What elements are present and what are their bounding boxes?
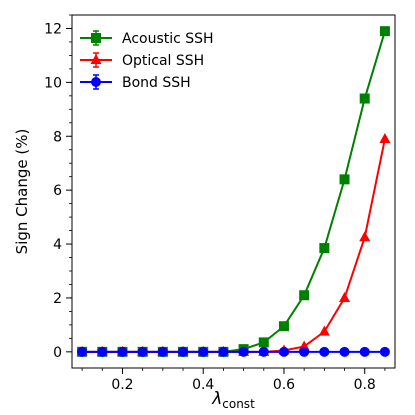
series-bond-ssh bbox=[77, 346, 390, 357]
data-point-bond-ssh bbox=[339, 346, 350, 357]
legend: Acoustic SSH Optical SSH Bond SSH bbox=[80, 30, 214, 91]
data-point-bond-ssh bbox=[218, 346, 229, 357]
x-axis-label-subscript: const bbox=[222, 397, 255, 411]
data-point-acoustic-ssh bbox=[278, 321, 289, 332]
data-point-acoustic-ssh bbox=[379, 26, 390, 37]
y-tick-label: 12 bbox=[44, 21, 62, 37]
data-point-bond-ssh bbox=[278, 346, 289, 357]
y-axis-label: Sign Change (%) bbox=[13, 129, 31, 255]
data-point-bond-ssh bbox=[117, 346, 128, 357]
y-tick-label: 4 bbox=[53, 237, 62, 253]
legend-entry-bond-ssh: Bond SSH bbox=[80, 74, 191, 91]
data-point-optical-ssh bbox=[318, 325, 330, 336]
legend-marker-triangle bbox=[90, 54, 102, 64]
data-point-optical-ssh bbox=[359, 231, 371, 242]
x-tick-label: 0.6 bbox=[273, 377, 295, 393]
legend-marker-circle bbox=[91, 77, 101, 87]
data-point-bond-ssh bbox=[379, 346, 390, 357]
data-point-acoustic-ssh bbox=[339, 174, 350, 185]
data-point-acoustic-ssh bbox=[299, 290, 310, 301]
data-point-acoustic-ssh bbox=[319, 243, 330, 254]
data-point-bond-ssh bbox=[238, 346, 249, 357]
legend-entry-acoustic-ssh: Acoustic SSH bbox=[80, 30, 214, 47]
x-axis-label: λconst bbox=[211, 389, 255, 411]
axis-ticks: 0.2 0.4 0.6 0.8 0 2 4 6 8 10 12 bbox=[44, 14, 386, 393]
data-point-bond-ssh bbox=[137, 346, 148, 357]
data-point-optical-ssh bbox=[379, 132, 391, 143]
data-point-bond-ssh bbox=[299, 346, 310, 357]
data-point-acoustic-ssh bbox=[359, 93, 370, 104]
data-point-bond-ssh bbox=[157, 346, 168, 357]
data-point-bond-ssh bbox=[178, 346, 189, 357]
data-point-bond-ssh bbox=[319, 346, 330, 357]
x-tick-label: 0.8 bbox=[354, 377, 376, 393]
data-point-acoustic-ssh bbox=[258, 337, 269, 348]
y-tick-label: 10 bbox=[44, 75, 62, 91]
data-point-bond-ssh bbox=[97, 346, 108, 357]
legend-label: Optical SSH bbox=[122, 53, 204, 69]
legend-entry-optical-ssh: Optical SSH bbox=[80, 52, 204, 69]
series-optical-ssh bbox=[76, 132, 391, 356]
data-point-optical-ssh bbox=[339, 291, 351, 302]
y-tick-label: 8 bbox=[53, 129, 62, 145]
x-tick-label: 0.4 bbox=[192, 377, 214, 393]
data-point-bond-ssh bbox=[198, 346, 209, 357]
plot-content bbox=[76, 26, 391, 357]
series-line-optical-ssh bbox=[82, 138, 386, 353]
x-tick-label: 0.2 bbox=[111, 377, 133, 393]
y-tick-label: 0 bbox=[53, 345, 62, 361]
legend-marker-square bbox=[91, 33, 101, 43]
data-point-bond-ssh bbox=[77, 346, 88, 357]
legend-label: Bond SSH bbox=[122, 75, 191, 91]
data-point-bond-ssh bbox=[359, 346, 370, 357]
y-tick-label: 6 bbox=[53, 183, 62, 199]
x-axis-label-symbol: λ bbox=[211, 389, 222, 409]
y-tick-label: 2 bbox=[53, 291, 62, 307]
plot-frame bbox=[71, 14, 396, 369]
data-point-bond-ssh bbox=[258, 346, 269, 357]
legend-label: Acoustic SSH bbox=[122, 31, 214, 47]
